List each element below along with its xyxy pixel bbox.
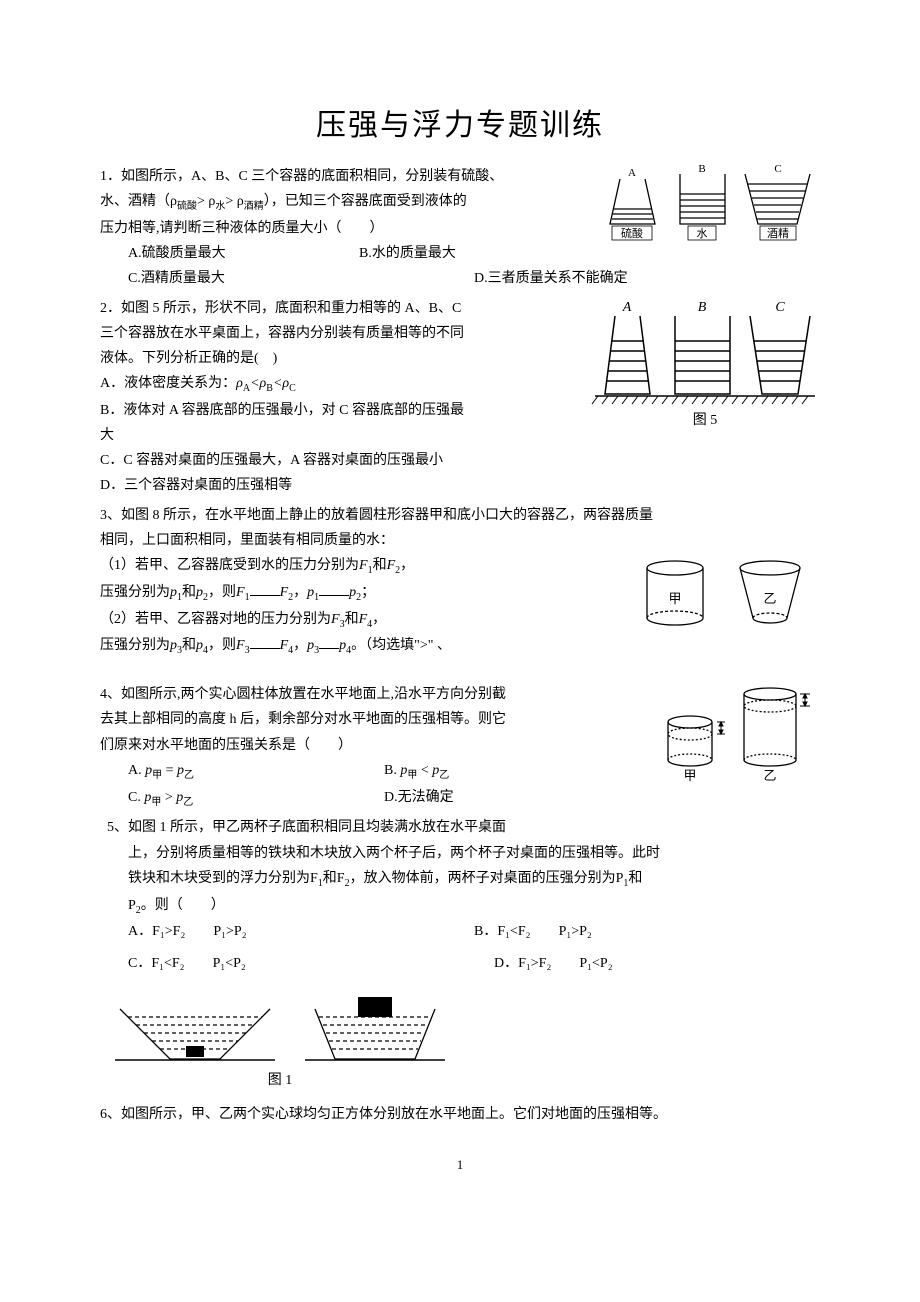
q1-option-d: D.三者质量关系不能确定 (474, 266, 820, 291)
fig-q2-label-a: A (622, 300, 632, 315)
fig-q2-label-c: C (775, 300, 785, 315)
q4-option-a: A. p甲 = p乙 (128, 758, 384, 785)
fig-q3-label-jia: 甲 (668, 591, 681, 606)
q1-option-c: C.酒精质量最大 (128, 266, 474, 291)
q3-stem-line1: 3、如图 8 所示，在水平地面上静止的放着圆柱形容器甲和底小口大的容器乙，两容器… (100, 503, 820, 528)
q4-option-c: C. p甲 > p乙 (128, 785, 384, 812)
figure-q1: A 硫酸 B 水 (600, 164, 820, 249)
fig-q1-label-c: C (774, 164, 781, 175)
figure-q2: A B (590, 296, 820, 426)
q2-option-b2: 大 (100, 423, 820, 448)
fig-q1-label-a: A (628, 167, 636, 179)
q5-stem-line3: 铁块和木块受到的浮力分别为F1和F2，放入物体前，两杯子对桌面的压强分别为P1和 (100, 866, 820, 893)
figure-q3: 甲 乙 (630, 553, 820, 648)
q6-stem-line1: 6、如图所示，甲、乙两个实心球均匀正方体分别放在水平地面上。它们对地面的压强相等… (100, 1102, 820, 1127)
q4-option-b: B. p甲 < p乙 (384, 758, 640, 785)
fig-q1-caption-a: 硫酸 (621, 226, 643, 240)
fig-q4-label-jia: 甲 (683, 768, 696, 783)
q3-blank-4 (319, 634, 339, 649)
question-5: 5、如图 1 所示，甲乙两杯子底面积相同且均装满水放在水平桌面 上，分别将质量相… (100, 815, 820, 1093)
question-1: A 硫酸 B 水 (100, 164, 820, 292)
question-4: 甲 乙 4、如图所示 (100, 682, 820, 811)
q5-stem-line2: 上，分别将质量相等的铁块和木块放入两个杯子后，两个杯子对桌面的压强相等。此时 (100, 841, 820, 866)
fig-q2-caption: 图 5 (693, 413, 718, 426)
figure-q4: 甲 乙 (650, 682, 820, 792)
page-number: 1 (100, 1157, 820, 1173)
question-2: A B (100, 296, 820, 499)
q3-blank-3 (250, 634, 280, 649)
q5-option-c: C．F₁<F₂ P₁<P₂ (128, 951, 454, 976)
q3-blank-2 (319, 581, 349, 596)
fig-q5-caption: 图 1 (268, 1073, 293, 1088)
q5-option-d: D．F₁>F₂ P₁<P₂ (454, 951, 820, 976)
q1-option-a: A.硫酸质量最大 (128, 241, 359, 266)
question-6: 6、如图所示，甲、乙两个实心球均匀正方体分别放在水平地面上。它们对地面的压强相等… (100, 1102, 820, 1127)
page-title: 压强与浮力专题训练 (100, 100, 820, 144)
fig-q2-label-b: B (698, 300, 707, 315)
q3-blank-1 (250, 581, 280, 596)
figure-q5: 图 1 (100, 984, 820, 1094)
fig-q1-label-b: B (698, 164, 705, 175)
fig-q3-label-yi: 乙 (763, 591, 776, 606)
fig-q1-caption-b: 水 (697, 227, 708, 240)
fig-q1-caption-c: 酒精 (767, 227, 789, 240)
q5-option-b: B．F₁<F₂ P₁>P₂ (474, 919, 820, 944)
q5-option-a: A．F₁>F₂ P₁>P₂ (128, 919, 474, 944)
q5-stem-line1: 5、如图 1 所示，甲乙两杯子底面积相同且均装满水放在水平桌面 (100, 815, 820, 840)
q3-stem-line2: 相同，上口面积相同，里面装有相同质量的水： (100, 528, 820, 553)
q5-stem-line4: P2。则（ ） (100, 893, 820, 920)
question-3: 3、如图 8 所示，在水平地面上静止的放着圆柱形容器甲和底小口大的容器乙，两容器… (100, 503, 820, 661)
q2-option-c: C．C 容器对桌面的压强最大，A 容器对桌面的压强最小 (100, 448, 820, 473)
fig-q4-label-yi: 乙 (763, 768, 776, 783)
q1-option-b: B.水的质量最大 (359, 241, 590, 266)
q2-option-d: D．三个容器对桌面的压强相等 (100, 473, 820, 498)
q4-option-d: D.无法确定 (384, 785, 640, 812)
